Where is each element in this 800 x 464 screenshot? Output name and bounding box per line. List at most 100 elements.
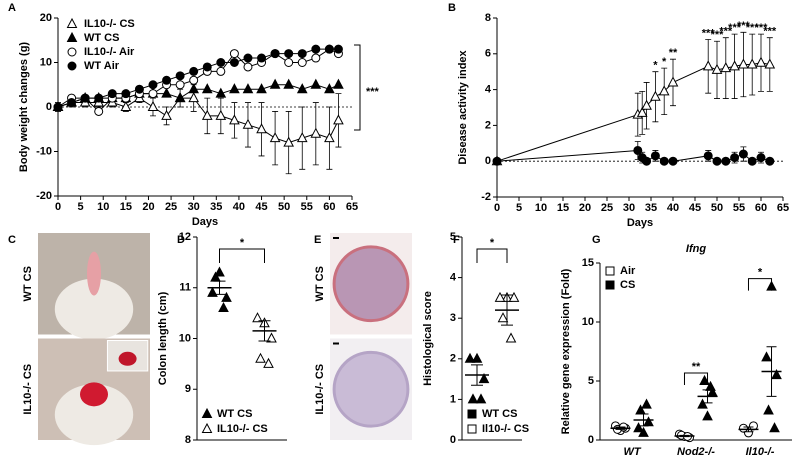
sem-bar xyxy=(501,294,513,326)
marker xyxy=(641,398,652,409)
marker xyxy=(269,78,281,89)
x-tick-label: 65 xyxy=(777,202,789,214)
marker xyxy=(161,87,172,98)
marker xyxy=(202,62,212,72)
marker xyxy=(216,66,226,76)
y-tick-label: 1 xyxy=(450,393,456,405)
marker xyxy=(257,53,267,63)
marker xyxy=(188,92,200,103)
x-tick-label: WT xyxy=(623,446,641,458)
marker xyxy=(201,83,213,94)
legend-label: WT CS xyxy=(84,32,119,44)
y-tick-label: 0 xyxy=(588,434,594,446)
y-tick-label: 9 xyxy=(185,383,191,395)
scale-bar xyxy=(333,342,339,345)
marker xyxy=(712,156,722,166)
legend-marker xyxy=(467,424,477,434)
marker xyxy=(658,85,670,96)
photo-detail xyxy=(87,251,101,296)
series-line xyxy=(57,48,339,113)
series-line xyxy=(57,84,339,108)
marker xyxy=(121,89,131,99)
legend-label: Il10-/- CS xyxy=(482,423,529,435)
marker xyxy=(147,100,159,111)
marker xyxy=(746,58,758,69)
x-tick-label: 0 xyxy=(55,201,61,213)
x-tick-label: 45 xyxy=(689,202,701,214)
marker xyxy=(214,266,225,277)
y-axis-label: Disease activity index xyxy=(457,49,469,164)
x-tick-label: 60 xyxy=(323,201,335,213)
marker xyxy=(94,93,104,103)
sem-bar xyxy=(471,364,483,386)
x-tick-label: 5 xyxy=(78,201,84,213)
marker xyxy=(175,71,185,81)
legend-label: CS xyxy=(620,279,635,291)
marker xyxy=(333,78,344,89)
series-line xyxy=(57,48,339,108)
marker xyxy=(711,63,723,74)
marker xyxy=(703,151,713,161)
legend-label: WT CS xyxy=(217,408,252,420)
marker xyxy=(699,374,710,385)
y-tick-label: 5 xyxy=(450,231,456,243)
photo-detail xyxy=(118,351,137,366)
panel-label: WT CS xyxy=(22,266,34,301)
panel-letter: B xyxy=(448,2,456,14)
marker xyxy=(702,410,713,421)
sem-bar xyxy=(766,346,777,397)
photo-detail xyxy=(80,382,108,407)
marker xyxy=(310,127,322,138)
x-axis-label: Days xyxy=(192,216,218,228)
marker xyxy=(324,132,335,143)
marker xyxy=(252,312,263,323)
marker xyxy=(633,145,643,155)
chart-title: Ifng xyxy=(686,243,706,255)
marker xyxy=(702,60,714,71)
marker xyxy=(667,76,679,87)
marker xyxy=(697,398,708,409)
panel-label: WT CS xyxy=(314,266,326,301)
tissue xyxy=(332,350,410,428)
marker xyxy=(311,44,321,54)
y-tick-label: 5 xyxy=(588,375,594,387)
annotation: *** xyxy=(746,22,760,34)
marker xyxy=(771,369,782,380)
marker xyxy=(201,109,213,120)
y-tick-label: 0 xyxy=(485,155,491,167)
x-tick-label: 40 xyxy=(667,202,679,214)
y-tick-label: 4 xyxy=(485,84,492,96)
marker xyxy=(747,156,757,166)
legend-label: Air xyxy=(620,265,636,277)
marker xyxy=(720,62,732,73)
x-tick-label: 10 xyxy=(97,201,109,213)
marker xyxy=(659,156,669,166)
marker xyxy=(134,84,144,94)
marker xyxy=(494,291,506,302)
marker xyxy=(120,100,132,111)
photo-detail xyxy=(54,384,134,446)
legend-marker xyxy=(201,422,213,433)
y-tick-label: 8 xyxy=(185,434,191,446)
marker xyxy=(467,393,479,404)
marker xyxy=(283,78,295,89)
legend-label: WT CS xyxy=(482,408,517,420)
annotation: *** xyxy=(763,26,777,38)
marker xyxy=(761,351,772,362)
marker xyxy=(324,44,334,54)
y-tick-label: -10 xyxy=(36,145,52,157)
legend-marker xyxy=(66,17,78,28)
marker xyxy=(256,123,267,134)
y-tick-label: 0 xyxy=(450,434,456,446)
annotation: *** xyxy=(737,20,751,32)
legend-marker xyxy=(67,47,77,57)
x-tick-label: 20 xyxy=(579,202,591,214)
x-tick-label: Il10-/- xyxy=(746,446,775,458)
marker xyxy=(229,114,240,125)
x-tick-label: 40 xyxy=(233,201,245,213)
annotation: * xyxy=(653,60,658,72)
marker xyxy=(242,118,254,129)
y-axis-label: Histological score xyxy=(422,291,434,386)
significance-label: * xyxy=(758,267,763,279)
